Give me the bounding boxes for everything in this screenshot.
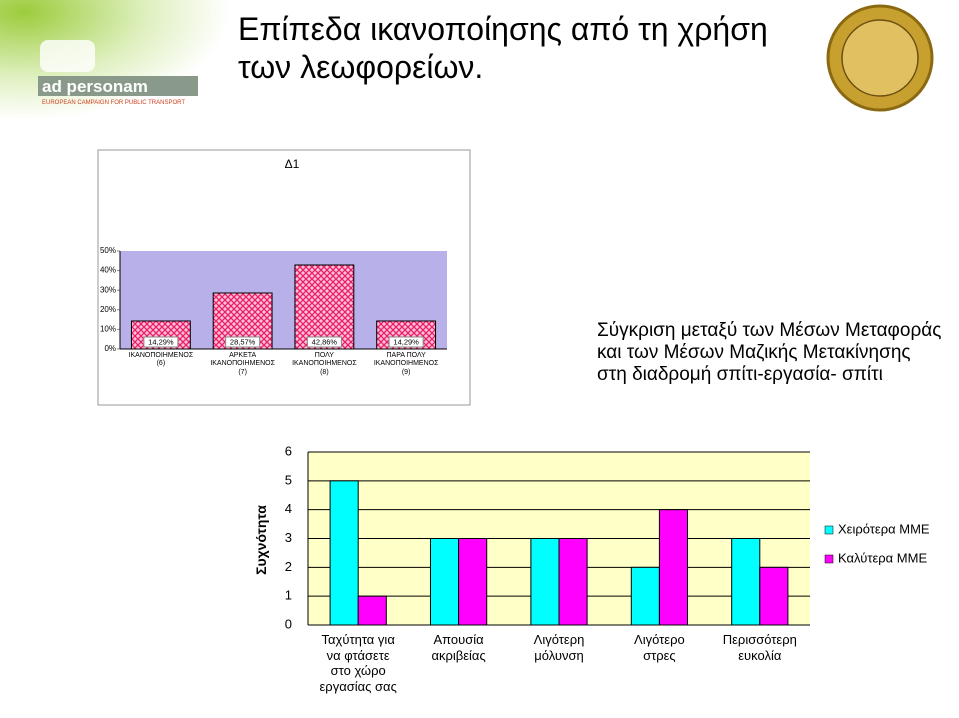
y-tick-label: 3 (285, 530, 292, 545)
value-label: 28,57% (230, 337, 256, 346)
value-label: 42,86% (312, 337, 338, 346)
value-label-box (388, 336, 424, 348)
x-tick-label: Απουσία ακριβείας (431, 632, 486, 663)
bar (731, 538, 761, 626)
legend-swatch (824, 554, 834, 564)
bar (458, 538, 488, 626)
bar (759, 566, 789, 626)
chart-title: Δ1 (285, 157, 300, 171)
x-tick-label: ΠΑΡΑ ΠΟΛΥ ΙΚΑΝΟΠΟΙΗΜΕΝΟΣ (9) (373, 352, 439, 376)
bar (429, 538, 460, 626)
y-tick-label: 0 (285, 616, 292, 631)
seal-inner (841, 19, 919, 97)
y-axis-label: Συχνότητα (253, 505, 269, 575)
logo-band (38, 76, 198, 96)
legend-swatch (824, 525, 834, 535)
y-tick-label: 2 (285, 559, 292, 574)
y-tick-label: 0% (104, 344, 116, 353)
logo-mark (40, 40, 95, 72)
y-tick-label: 10% (100, 325, 116, 334)
corner-decoration (0, 0, 230, 120)
bar (357, 595, 387, 626)
value-label: 14,29% (148, 337, 174, 346)
y-tick-label: 4 (285, 501, 292, 516)
bar (294, 264, 355, 350)
y-tick-label: 5 (285, 472, 292, 487)
bar (558, 538, 588, 626)
logo-tagline: EUROPEAN CAMPAIGN FOR PUBLIC TRANSPORT (42, 100, 185, 106)
y-tick-label: 50% (100, 246, 116, 255)
x-tick-label: ΙΚΑΝΟΠΟΙΗΜΕΝΟΣ (6) (128, 352, 194, 368)
x-tick-label: Λιγότερο στρες (634, 632, 685, 663)
bar (658, 509, 689, 626)
y-tick-label: 20% (100, 305, 116, 314)
x-tick-label: ΑΡΚΕΤΑ ΙΚΑΝΟΠΟΙΗΜΕΝΟΣ (7) (210, 352, 275, 376)
bar (329, 480, 359, 626)
legend-label: Χειρότερα ΜΜΕ (838, 521, 930, 536)
legend-label: Καλύτερα ΜΜΕ (838, 550, 927, 565)
y-tick-label: 6 (285, 443, 292, 458)
side-text: Σύγκριση μεταξύ των Μέσων Μεταφοράς και … (597, 320, 942, 386)
x-tick-label: ΠΟΛΥ ΙΚΑΝΟΠΟΙΗΜΕΝΟΣ (8) (292, 352, 357, 376)
value-label: 14,29% (393, 337, 419, 346)
logo-name: ad personam (42, 77, 148, 96)
value-label-box (143, 336, 179, 348)
value-label-box (306, 336, 342, 348)
slide-title: Επίπεδα ικανοποίησης από τη χρήση των λε… (238, 11, 768, 86)
y-tick-label: 1 (285, 588, 292, 603)
x-tick-label: Λιγότερη μόλυνση (533, 632, 585, 663)
y-tick-label: 30% (100, 285, 116, 294)
y-tick-label: 40% (100, 266, 116, 275)
bar (530, 538, 560, 626)
x-tick-label: Περισσότερη ευκολία (722, 632, 797, 663)
x-tick-label: Ταχύτητα για να φτάσετε στο χώρο εργασία… (319, 632, 397, 694)
bar (630, 566, 660, 626)
value-label-box (225, 336, 261, 348)
